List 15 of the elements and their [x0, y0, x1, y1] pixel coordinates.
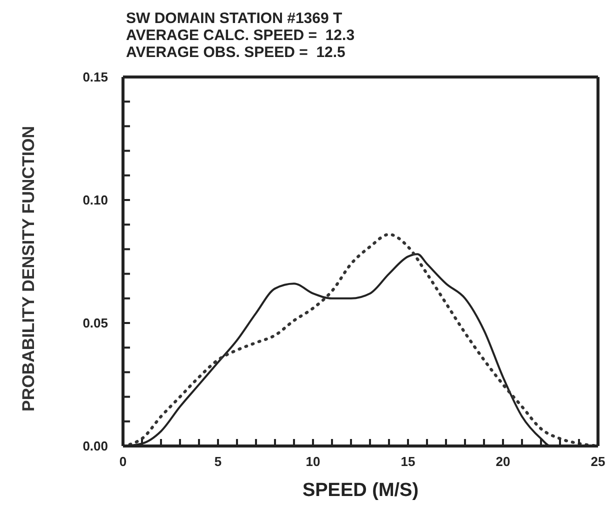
y-axis-title: PROBABILITY DENSITY FUNCTION	[19, 126, 38, 412]
x-tick-label: 5	[214, 454, 222, 470]
x-tick-label: 15	[400, 454, 416, 470]
x-axis-title: SPEED (M/S)	[302, 480, 419, 501]
x-tick-label: 10	[306, 454, 320, 470]
text: AVERAGE OBS. SPEED = 12.5	[126, 44, 346, 61]
y-tick-label: 0.15	[82, 70, 108, 85]
x-tick-label: 25	[590, 454, 606, 470]
x-tick-label: 0	[119, 454, 127, 470]
y-tick-label: 0.05	[82, 316, 108, 331]
chart-title: SW DOMAIN STATION #1369 T	[126, 10, 344, 27]
y-tick-label: 0.00	[82, 438, 108, 454]
text: AVERAGE CALC. SPEED = 12.3	[126, 27, 355, 44]
x-tick-label: 20	[496, 454, 510, 470]
y-tick-label: 0.10	[82, 192, 108, 208]
